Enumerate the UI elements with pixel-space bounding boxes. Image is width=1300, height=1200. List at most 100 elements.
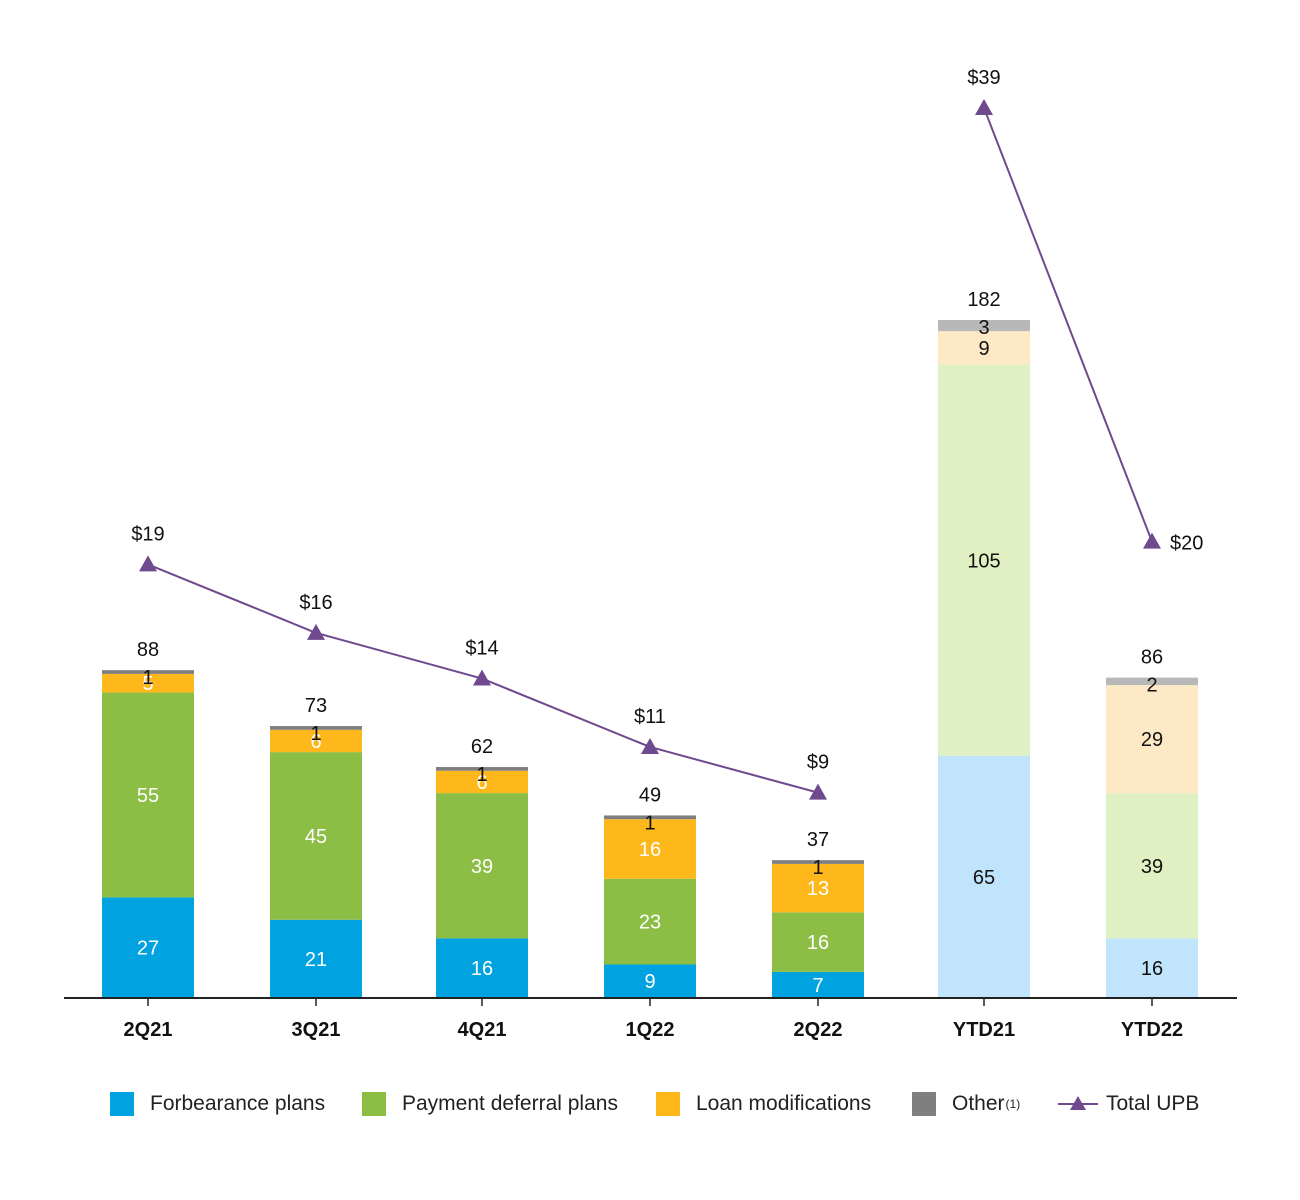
bar-segment-payment-deferral-plans-2q22	[772, 912, 864, 972]
segment-value-label: 16	[807, 932, 829, 954]
upb-point-2q22	[809, 783, 827, 800]
bar-segment-loan-modifications-ytd21	[938, 331, 1030, 365]
segment-value-label: 9	[644, 971, 655, 993]
bar-segment-forbearance-plans-2q21	[102, 897, 194, 998]
bar-group-ytd22: 16 39 29 2 86	[1106, 647, 1198, 998]
upb-value-label: $14	[465, 638, 498, 660]
bar-group-ytd21: 65 105 93 182	[938, 289, 1030, 998]
legend-swatch-payment-deferral	[362, 1092, 386, 1116]
legend-label-payment-deferral: Payment deferral plans	[402, 1092, 618, 1115]
segment-value-label: 23	[639, 912, 661, 934]
category-label-3q21: 3Q21	[292, 1019, 341, 1041]
bar-segment-other-4q21	[436, 767, 528, 771]
legend-swatch-loan-modifications	[656, 1092, 680, 1116]
segment-value-label: 65	[973, 867, 995, 889]
bar-segment-loan-modifications-1q22	[604, 819, 696, 879]
upb-point-3q21	[307, 623, 325, 640]
bar-segment-forbearance-plans-ytd22	[1106, 938, 1198, 998]
bar-segment-loan-modifications-4q21	[436, 770, 528, 794]
segment-value-label: 1	[812, 857, 823, 879]
upb-value-label: $16	[299, 592, 332, 614]
category-label-ytd21: YTD21	[953, 1019, 1015, 1041]
legend-label-loan-modifications: Loan modifications	[696, 1092, 872, 1115]
bar-segment-payment-deferral-plans-4q21	[436, 793, 528, 939]
bar-total-label: 62	[471, 736, 493, 758]
segment-value-label: 29	[1141, 729, 1163, 751]
segment-value-label: 6	[476, 772, 487, 794]
segment-value-label: 45	[305, 826, 327, 848]
bar-total-label: 182	[967, 289, 1000, 311]
legend-line-total-upb	[1058, 1092, 1098, 1116]
legend: Forbearance plans Payment deferral plans…	[0, 1084, 1300, 1124]
upb-point-ytd21	[975, 99, 993, 115]
upb-line-layer: $19 $16 $14 $11 $9 $39 $20	[131, 67, 1203, 800]
legend-item-payment-deferral: Payment deferral plans	[362, 1084, 618, 1124]
segment-value-label: 3	[978, 317, 989, 339]
legend-item-forbearance: Forbearance plans	[110, 1084, 325, 1124]
legend-swatch-forbearance	[110, 1092, 134, 1116]
bar-segment-payment-deferral-plans-ytd22	[1106, 793, 1198, 939]
bar-segment-payment-deferral-plans-ytd21	[938, 364, 1030, 756]
upb-point-ytd22	[1143, 532, 1161, 549]
segment-value-label: 1	[644, 812, 655, 834]
segment-value-label: 9	[978, 338, 989, 360]
upb-value-label: $39	[967, 67, 1000, 89]
segment-value-label: 16	[1141, 958, 1163, 980]
bar-segment-other-3q21	[270, 726, 362, 730]
legend-label-other: Other	[952, 1092, 1005, 1115]
triangle-marker-icon	[1070, 1096, 1086, 1110]
bar-segment-loan-modifications-2q21	[102, 673, 194, 693]
upb-value-label: $11	[634, 706, 666, 728]
segment-value-label: 55	[137, 785, 159, 807]
bar-segment-payment-deferral-plans-1q22	[604, 878, 696, 965]
category-label-1q22: 1Q22	[626, 1019, 675, 1041]
bar-segment-forbearance-plans-4q21	[436, 938, 528, 998]
segment-value-label: 16	[639, 839, 661, 861]
legend-item-loan-modifications: Loan modifications	[656, 1084, 871, 1124]
segment-value-label: 2	[1146, 675, 1157, 697]
legend-label-total-upb: Total UPB	[1106, 1092, 1200, 1115]
bar-segment-loan-modifications-2q22	[772, 863, 864, 913]
category-label-2q21: 2Q21	[124, 1019, 173, 1041]
bar-segment-loan-modifications-3q21	[270, 729, 362, 753]
legend-label-forbearance: Forbearance plans	[150, 1092, 326, 1115]
category-label-4q21: 4Q21	[458, 1019, 507, 1041]
legend-item-other: Other (1)	[912, 1084, 1020, 1124]
upb-point-1q22	[641, 737, 659, 754]
segment-value-label: 21	[305, 949, 327, 971]
bar-segment-forbearance-plans-ytd21	[938, 755, 1030, 998]
bars-layer: 2755518821456173163961629231614971613137…	[102, 289, 1198, 998]
legend-item-total-upb: Total UPB	[1058, 1084, 1199, 1124]
segment-value-label: 13	[807, 878, 829, 900]
bar-total-label: 73	[305, 695, 327, 717]
segment-value-label: 1	[476, 764, 487, 786]
bar-segment-payment-deferral-plans-2q21	[102, 692, 194, 898]
segment-value-label: 39	[1141, 856, 1163, 878]
upb-point-2q21	[139, 555, 157, 572]
bar-segment-loan-modifications-ytd22	[1106, 685, 1198, 794]
bar-segment-forbearance-plans-3q21	[270, 919, 362, 998]
bar-segment-other-ytd21	[938, 320, 1030, 332]
upb-value-label: $20	[1170, 533, 1203, 555]
upb-point-4q21	[473, 669, 491, 686]
bar-total-label: 49	[639, 784, 661, 806]
bar-group-4q21: 16 39 61 62	[436, 736, 528, 998]
chart: 2755518821456173163961629231614971613137…	[64, 67, 1237, 1041]
segment-value-label: 16	[471, 958, 493, 980]
upb-line-segment-2	[983, 107, 1153, 542]
bar-total-label: 86	[1141, 647, 1163, 669]
bar-group-2q22: 7 16 131 37	[772, 829, 864, 998]
segment-value-label: 1	[310, 723, 321, 745]
bar-segment-other-1q22	[604, 815, 696, 820]
category-axis-labels: 2Q21 3Q21 4Q21 1Q22 2Q22 YTD21 YTD22	[124, 998, 1183, 1041]
bar-group-1q22: 9 23 16 1 49	[604, 784, 696, 998]
segment-value-label: 1	[142, 667, 153, 689]
segment-value-label: 39	[471, 856, 493, 878]
legend-footnote-other: (1)	[1005, 1097, 1021, 1111]
segment-value-label: 6	[310, 731, 321, 753]
bar-segment-other-2q22	[772, 860, 864, 864]
segment-value-label: 27	[137, 938, 159, 960]
bar-total-label: 37	[807, 829, 829, 851]
legend-swatch-other	[912, 1092, 936, 1116]
